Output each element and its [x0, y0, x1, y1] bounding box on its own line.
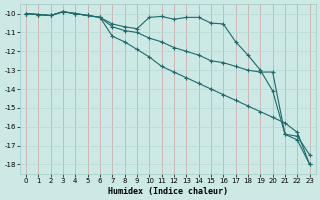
- X-axis label: Humidex (Indice chaleur): Humidex (Indice chaleur): [108, 187, 228, 196]
